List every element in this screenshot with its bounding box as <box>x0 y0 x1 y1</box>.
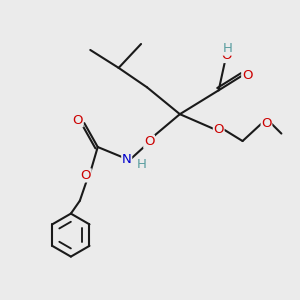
Text: O: O <box>73 114 83 127</box>
Text: O: O <box>144 135 154 148</box>
Text: O: O <box>242 69 252 82</box>
Text: O: O <box>261 117 272 130</box>
Text: O: O <box>213 123 224 136</box>
Text: H: H <box>137 158 147 171</box>
Text: O: O <box>221 50 231 62</box>
Text: O: O <box>80 169 91 182</box>
Text: H: H <box>223 42 232 55</box>
Text: H: H <box>137 158 147 171</box>
Text: N: N <box>122 153 132 167</box>
Text: H: H <box>223 42 232 55</box>
Text: O: O <box>261 117 272 130</box>
Text: O: O <box>73 114 83 127</box>
Text: O: O <box>221 50 231 62</box>
Text: O: O <box>213 123 224 136</box>
Text: O: O <box>80 169 91 182</box>
Text: O: O <box>242 69 252 82</box>
Text: N: N <box>122 153 132 167</box>
Text: O: O <box>144 135 154 148</box>
